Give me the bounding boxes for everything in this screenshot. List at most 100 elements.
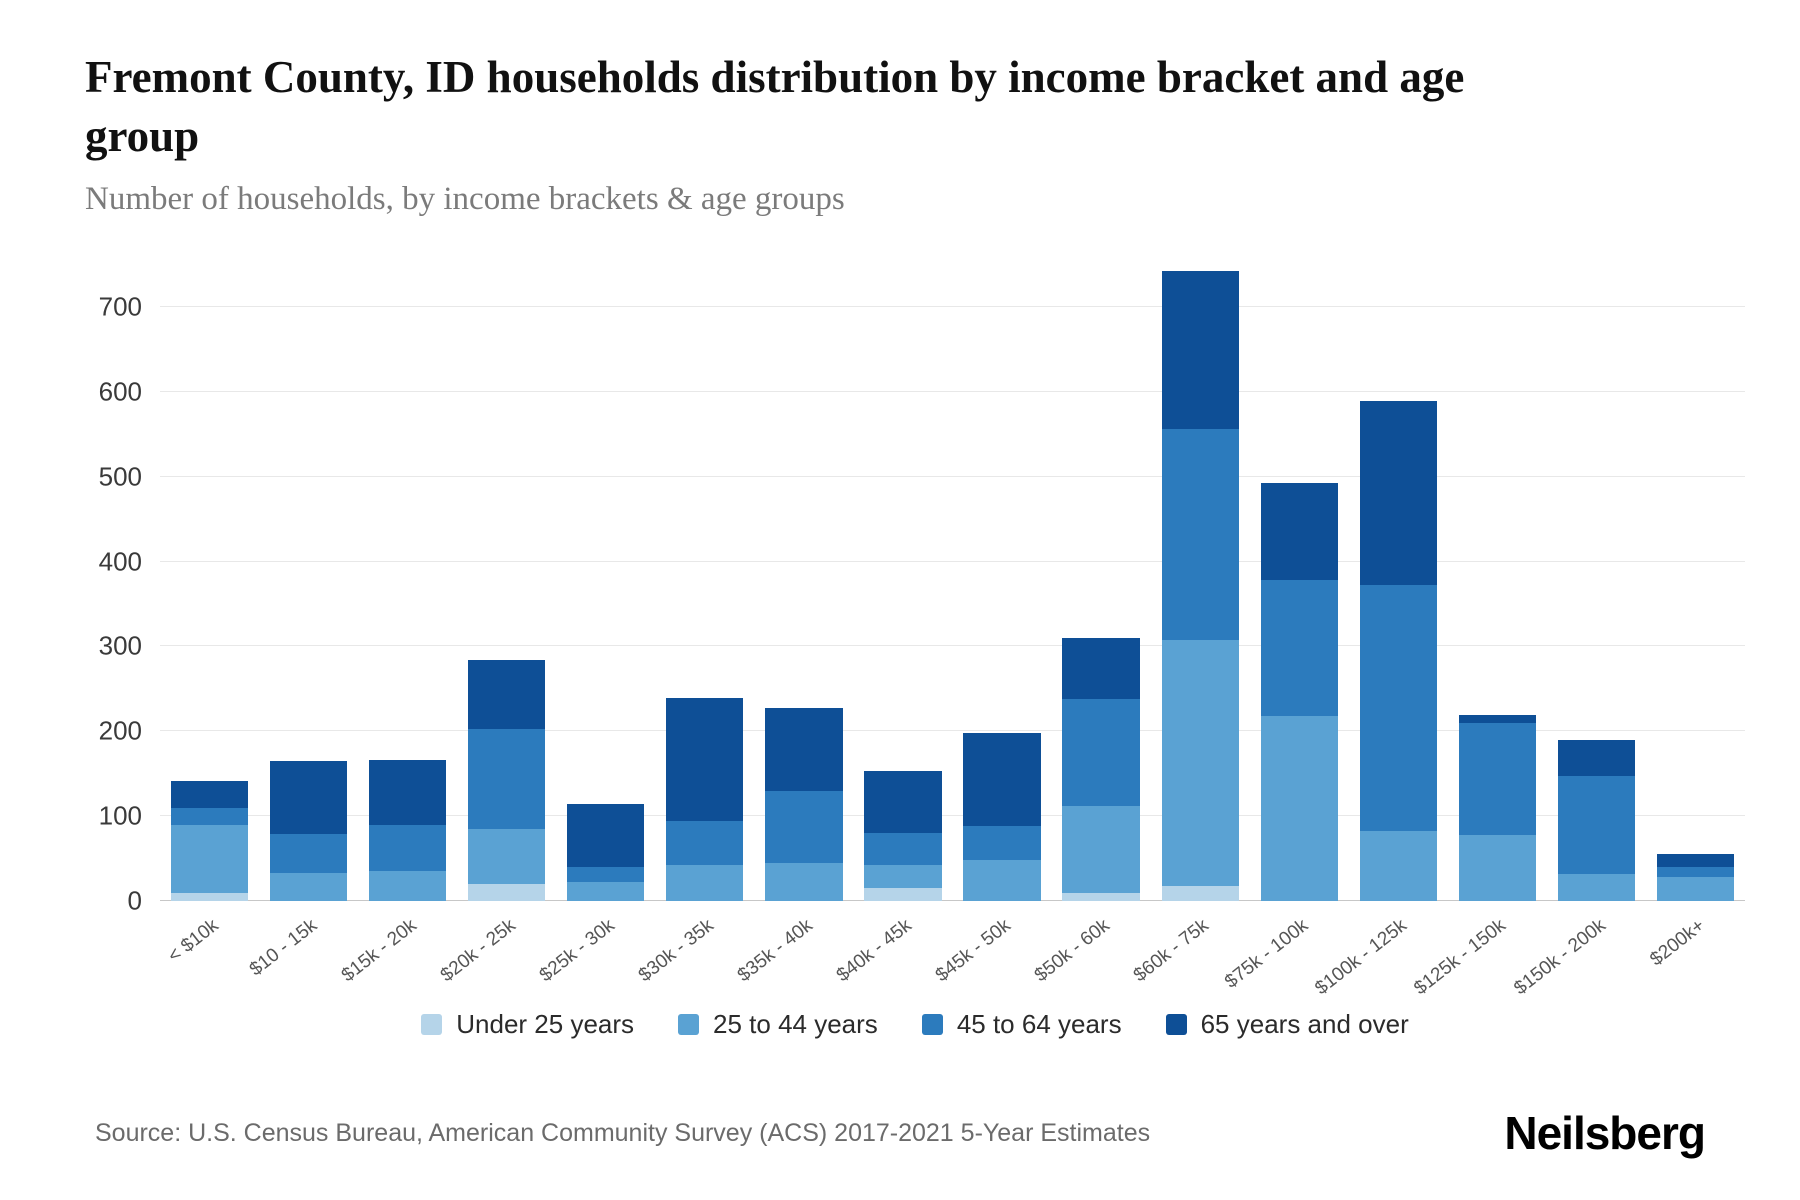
bar-slot <box>853 256 952 901</box>
legend-swatch <box>678 1014 700 1035</box>
bar-segment[interactable] <box>1359 401 1437 586</box>
x-tick-cell: $40k - 45k <box>833 901 952 1003</box>
bars-container <box>160 256 1745 901</box>
bar[interactable] <box>1656 854 1735 901</box>
bar-segment[interactable] <box>369 871 447 901</box>
x-tick-cell: < $10k <box>160 901 259 1003</box>
bar-segment[interactable] <box>1458 722 1536 835</box>
bar-segment[interactable] <box>567 804 645 868</box>
chart: 0 100 200 300 400 500 600 700 < $10k $10 - 15k $1… <box>85 256 1745 1040</box>
bar-segment[interactable] <box>864 865 942 889</box>
bar-segment[interactable] <box>1656 877 1735 901</box>
bar-segment[interactable] <box>567 867 645 883</box>
legend-item[interactable]: Under 25 years <box>421 1009 634 1040</box>
bar-slot <box>160 256 259 901</box>
bar-segment[interactable] <box>369 824 447 872</box>
bar-segment[interactable] <box>468 728 546 829</box>
bar-segment[interactable] <box>1656 867 1735 878</box>
bar-segment[interactable] <box>666 821 744 866</box>
bar-segment[interactable] <box>1062 699 1140 806</box>
bar-segment[interactable] <box>765 707 843 791</box>
bar-slot <box>754 256 853 901</box>
bar[interactable] <box>864 771 942 901</box>
bar-segment[interactable] <box>666 865 744 901</box>
bar-segment[interactable] <box>963 860 1041 901</box>
bar-slot <box>1052 256 1151 901</box>
bar-segment[interactable] <box>1359 830 1437 901</box>
bar-segment[interactable] <box>1557 776 1636 874</box>
plot-row: 0 100 200 300 400 500 600 700 <box>85 256 1745 916</box>
bar-segment[interactable] <box>269 873 348 901</box>
bar-segment[interactable] <box>864 771 942 834</box>
bar-segment[interactable] <box>1458 715 1536 723</box>
bar-segment[interactable] <box>468 828 546 885</box>
bar[interactable] <box>765 707 843 901</box>
bar-segment[interactable] <box>963 826 1041 861</box>
bar[interactable] <box>269 760 348 901</box>
bar-slot <box>1448 256 1547 901</box>
bar-segment[interactable] <box>963 732 1041 827</box>
x-axis-label: $200k+ <box>1645 915 1709 971</box>
bar-segment[interactable] <box>1161 429 1239 641</box>
bar[interactable] <box>468 660 546 901</box>
chart-header: Fremont County, ID households distributi… <box>0 0 1800 218</box>
bar[interactable] <box>567 804 645 901</box>
bar-slot <box>655 256 754 901</box>
bar-segment[interactable] <box>1656 854 1735 868</box>
bar-segment[interactable] <box>1260 483 1338 581</box>
y-axis-label: 400 <box>98 546 142 577</box>
bar[interactable] <box>1557 739 1636 901</box>
bar-segment[interactable] <box>1062 637 1140 700</box>
gridline <box>160 390 1745 392</box>
bar-segment[interactable] <box>1062 805 1140 893</box>
bar[interactable] <box>1458 715 1536 901</box>
bar-segment[interactable] <box>468 884 546 901</box>
bar-segment[interactable] <box>269 833 348 873</box>
bar-segment[interactable] <box>567 882 645 901</box>
bar-segment[interactable] <box>1161 271 1239 430</box>
legend-item[interactable]: 65 years and over <box>1165 1009 1409 1040</box>
bar[interactable] <box>1359 401 1437 901</box>
bar[interactable] <box>666 698 744 901</box>
bar-segment[interactable] <box>1557 873 1636 901</box>
bar-segment[interactable] <box>170 824 249 893</box>
y-axis-label: 100 <box>98 800 142 831</box>
bar-segment[interactable] <box>170 780 249 808</box>
bar-segment[interactable] <box>1260 716 1338 901</box>
y-axis-label: 700 <box>98 291 142 322</box>
bar[interactable] <box>170 780 249 901</box>
bar-segment[interactable] <box>765 862 843 901</box>
bar-segment[interactable] <box>1359 585 1437 831</box>
bar-segment[interactable] <box>1458 834 1536 901</box>
bar-segment[interactable] <box>369 760 447 825</box>
bar-segment[interactable] <box>765 790 843 863</box>
y-axis-label: 200 <box>98 715 142 746</box>
x-tick-cell: $200k+ <box>1646 901 1745 1003</box>
bar-segment[interactable] <box>864 888 942 901</box>
bar-segment[interactable] <box>269 760 348 834</box>
bar[interactable] <box>963 732 1041 901</box>
legend: Under 25 years 25 to 44 years 45 to 64 yea… <box>85 1009 1745 1040</box>
bar-segment[interactable] <box>170 892 249 901</box>
page-title: Fremont County, ID households distributi… <box>85 52 1465 161</box>
bar[interactable] <box>1161 271 1239 901</box>
bar-segment[interactable] <box>1161 885 1239 901</box>
y-axis-label: 0 <box>127 885 142 916</box>
bar-segment[interactable] <box>1260 580 1338 716</box>
legend-item[interactable]: 25 to 44 years <box>678 1009 878 1040</box>
bar-segment[interactable] <box>666 698 744 822</box>
bar-segment[interactable] <box>864 833 942 866</box>
bar-segment[interactable] <box>1062 892 1140 901</box>
bar-slot <box>358 256 457 901</box>
bar-slot <box>556 256 655 901</box>
bar-segment[interactable] <box>1161 640 1239 886</box>
bar[interactable] <box>1062 637 1140 901</box>
bar-segment[interactable] <box>468 660 546 729</box>
bar[interactable] <box>369 760 447 901</box>
x-tick-cell: $30k - 35k <box>635 901 754 1003</box>
source-note: Source: U.S. Census Bureau, American Com… <box>95 1119 1151 1147</box>
bar-segment[interactable] <box>1557 739 1636 777</box>
legend-item[interactable]: 45 to 64 years <box>921 1009 1122 1040</box>
bar-segment[interactable] <box>170 807 249 825</box>
bar[interactable] <box>1260 483 1338 901</box>
